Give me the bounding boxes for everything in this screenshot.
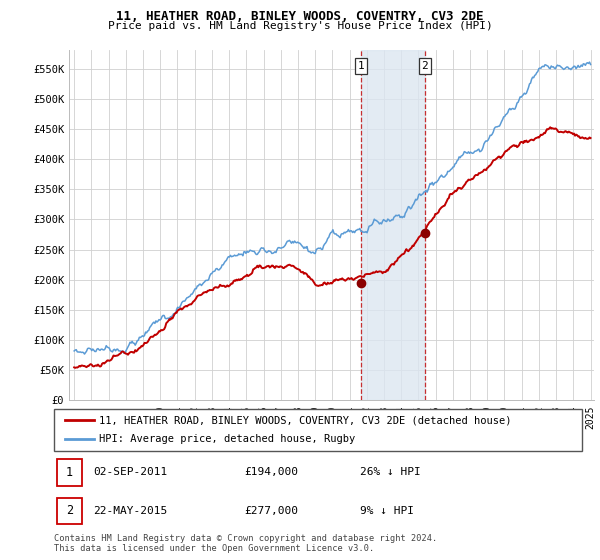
Text: 2: 2 <box>422 61 428 71</box>
Text: HPI: Average price, detached house, Rugby: HPI: Average price, detached house, Rugb… <box>99 435 355 445</box>
Text: 9% ↓ HPI: 9% ↓ HPI <box>360 506 414 516</box>
Text: 1: 1 <box>358 61 364 71</box>
Text: Contains HM Land Registry data © Crown copyright and database right 2024.
This d: Contains HM Land Registry data © Crown c… <box>54 534 437 553</box>
FancyBboxPatch shape <box>56 498 82 524</box>
Text: 26% ↓ HPI: 26% ↓ HPI <box>360 468 421 478</box>
Text: £277,000: £277,000 <box>244 506 298 516</box>
Text: 1: 1 <box>66 466 73 479</box>
Text: Price paid vs. HM Land Registry's House Price Index (HPI): Price paid vs. HM Land Registry's House … <box>107 21 493 31</box>
Text: 11, HEATHER ROAD, BINLEY WOODS, COVENTRY, CV3 2DE (detached house): 11, HEATHER ROAD, BINLEY WOODS, COVENTRY… <box>99 415 511 425</box>
Text: 02-SEP-2011: 02-SEP-2011 <box>94 468 168 478</box>
Text: 22-MAY-2015: 22-MAY-2015 <box>94 506 168 516</box>
Text: £194,000: £194,000 <box>244 468 298 478</box>
Text: 11, HEATHER ROAD, BINLEY WOODS, COVENTRY, CV3 2DE: 11, HEATHER ROAD, BINLEY WOODS, COVENTRY… <box>116 10 484 22</box>
Bar <box>361 50 425 400</box>
Text: 2: 2 <box>66 505 73 517</box>
FancyBboxPatch shape <box>54 409 582 451</box>
FancyBboxPatch shape <box>56 459 82 486</box>
